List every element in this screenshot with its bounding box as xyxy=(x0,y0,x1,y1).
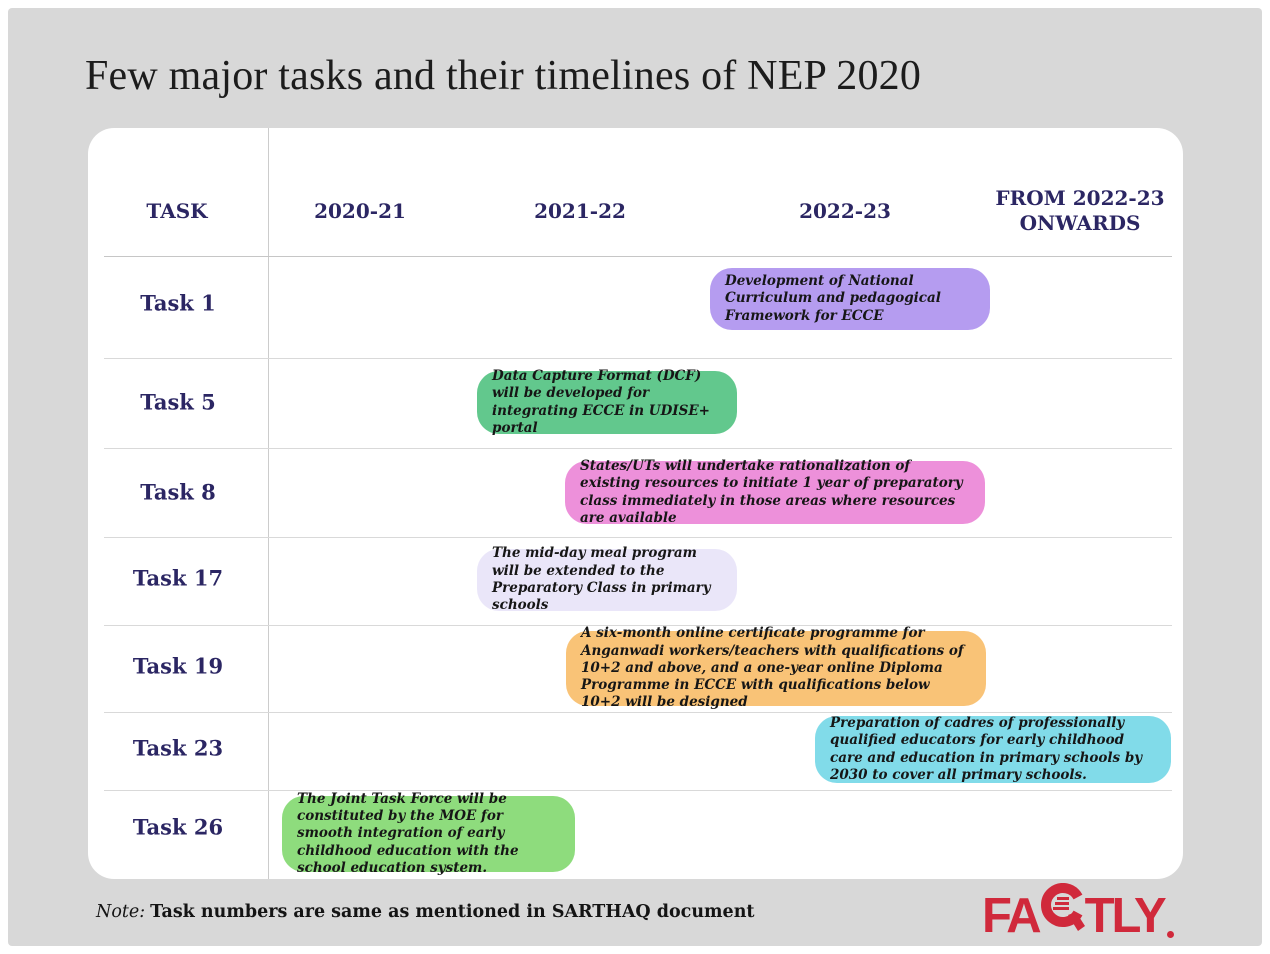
timeline-bar-text: Preparation of cadres of professionally … xyxy=(830,714,1143,783)
timeline-bar-task-17: The mid-day meal program will be extende… xyxy=(477,545,737,613)
task-row-label: Task 17 xyxy=(132,565,224,591)
row-separator-line xyxy=(104,712,1172,713)
row-separator-line xyxy=(104,358,1172,359)
factly-logo-text-left: FA xyxy=(982,889,1042,943)
timeline-bar-text: The mid-day meal program will be extende… xyxy=(492,545,711,614)
timeline-table-card: TASK 2020-21 2021-22 2022-23 FROM 2022-2… xyxy=(88,128,1183,879)
timeline-bar-task-23: Preparation of cadres of professionally … xyxy=(815,714,1171,783)
column-header-2020-21: 2020-21 xyxy=(314,199,406,223)
footnote: Note: Task numbers are same as mentioned … xyxy=(96,902,755,922)
timeline-bar-text: Development of National Curriculum and p… xyxy=(725,273,941,324)
task-row-label: Task 23 xyxy=(132,735,224,761)
footnote-text: Task numbers are same as mentioned in SA… xyxy=(150,902,755,922)
timeline-bar-task-1: Development of National Curriculum and p… xyxy=(710,268,990,330)
row-separator-line xyxy=(104,625,1172,626)
task-row-label: Task 1 xyxy=(140,290,216,316)
factly-logo: FA TLY xyxy=(982,883,1174,944)
row-separator-line xyxy=(104,790,1172,791)
header-separator-line xyxy=(104,256,1172,257)
task-column-divider xyxy=(268,128,269,879)
timeline-bar-text: The Joint Task Force will be constituted… xyxy=(297,790,519,876)
page-title: Few major tasks and their timelines of N… xyxy=(85,53,922,99)
factly-logo-text-right: TLY xyxy=(1084,889,1167,943)
footnote-prefix: Note: xyxy=(96,902,146,922)
timeline-bar-task-5: Data Capture Format (DCF) will be develo… xyxy=(477,367,737,436)
task-row-label: Task 5 xyxy=(140,389,216,415)
task-row-label: Task 26 xyxy=(132,814,224,840)
timeline-bar-text: States/UTs will undertake rationalizatio… xyxy=(580,457,963,526)
task-row-label: Task 8 xyxy=(140,479,216,505)
column-header-2021-22: 2021-22 xyxy=(534,199,626,223)
registered-mark-icon xyxy=(1166,931,1174,938)
timeline-bar-text: Data Capture Format (DCF) will be develo… xyxy=(492,367,710,436)
timeline-bar-task-8: States/UTs will undertake rationalizatio… xyxy=(565,457,985,526)
column-header-task: TASK xyxy=(146,199,208,223)
column-header-2022-23: 2022-23 xyxy=(799,199,891,223)
row-separator-line xyxy=(104,448,1172,449)
column-header-from-2022-23-onwards: FROM 2022-23 ONWARDS xyxy=(995,186,1165,235)
timeline-bar-text: A six-month online certificate programme… xyxy=(581,625,964,711)
timeline-bar-task-26: The Joint Task Force will be constituted… xyxy=(282,791,575,876)
timeline-bar-task-19: A six-month online certificate programme… xyxy=(566,625,986,710)
row-separator-line xyxy=(104,537,1172,538)
task-row-label: Task 19 xyxy=(132,653,224,679)
magnifier-q-icon xyxy=(1040,883,1086,949)
